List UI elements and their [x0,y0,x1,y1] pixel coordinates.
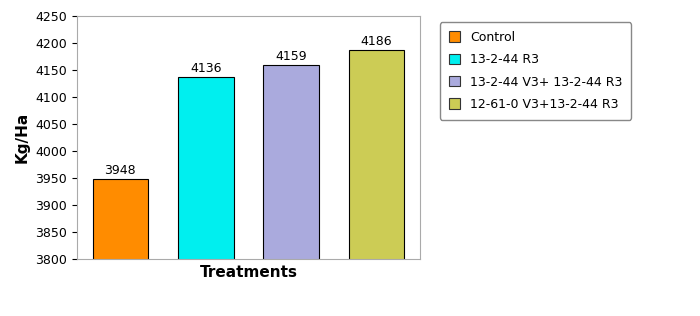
Bar [178,77,234,316]
Text: 3948: 3948 [104,164,136,177]
Y-axis label: Kg/Ha: Kg/Ha [15,112,30,163]
Bar [92,179,148,316]
Bar [263,65,319,316]
X-axis label: Treatments: Treatments [199,265,298,280]
Text: 4136: 4136 [190,62,221,75]
Legend: Control, 13-2-44 R3, 13-2-44 V3+ 13-2-44 R3, 12-61-0 V3+13-2-44 R3: Control, 13-2-44 R3, 13-2-44 V3+ 13-2-44… [440,22,631,120]
Text: 4159: 4159 [275,50,307,63]
Text: 4186: 4186 [360,35,393,48]
Bar [349,51,405,316]
